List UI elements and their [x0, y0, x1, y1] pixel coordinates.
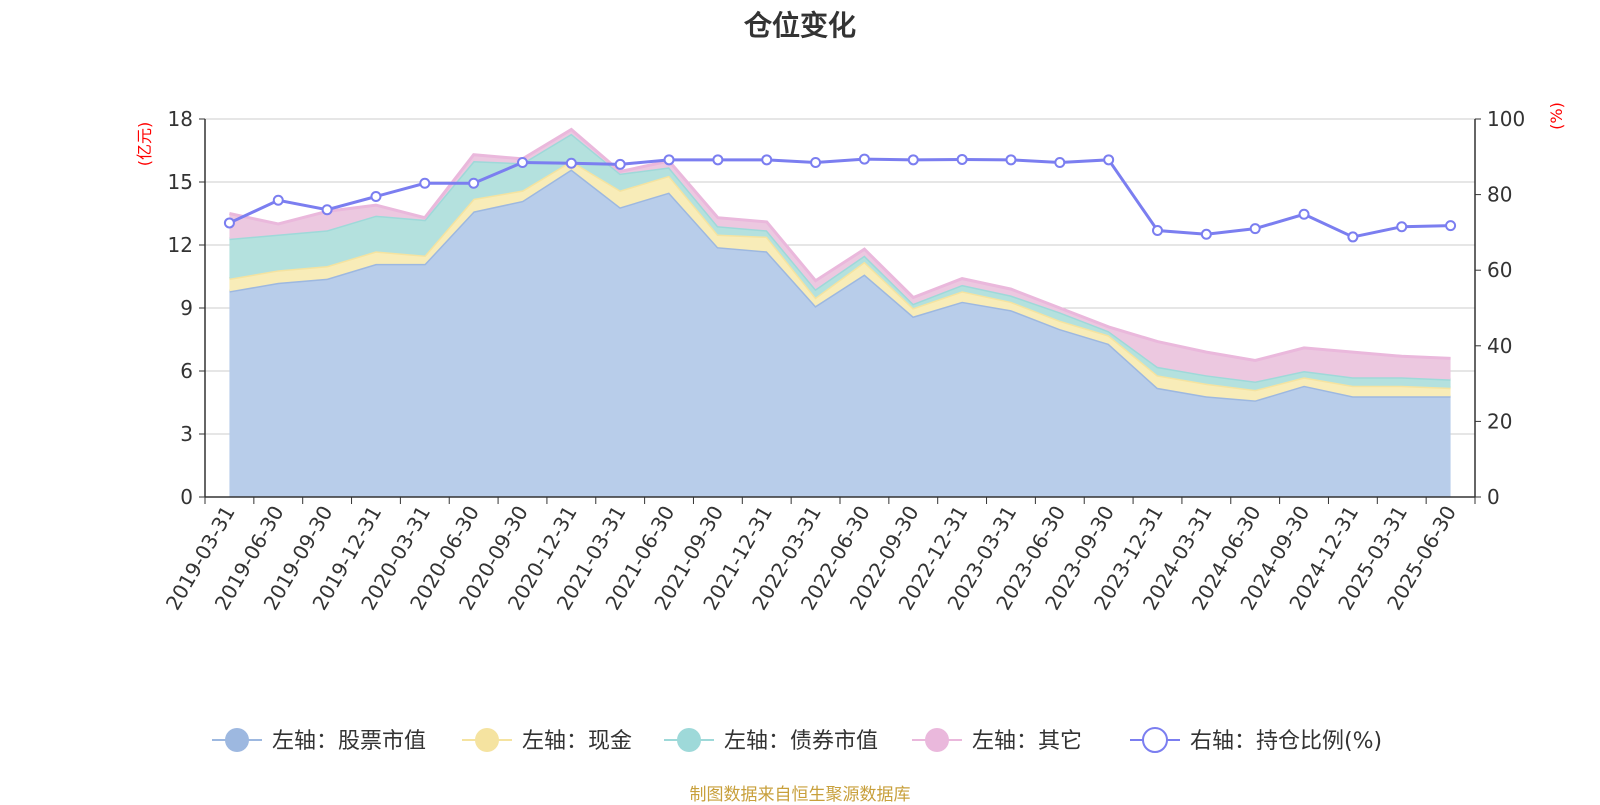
legend-item-4: 左轴：其它	[912, 728, 1082, 754]
right-tick-label: 80	[1487, 183, 1512, 207]
area-edge-series-4	[229, 127, 1451, 363]
left-tick-label: 0	[180, 485, 193, 509]
ratio-point	[761, 154, 773, 166]
ratio-point	[223, 217, 235, 229]
legend-label: 左轴：股票市值	[272, 729, 426, 754]
left-tick-label: 3	[180, 422, 193, 446]
chart-canvas: 03691215180204060801002019-03-312019-06-…	[135, 102, 1566, 754]
ratio-line	[223, 153, 1457, 243]
ratio-point	[1347, 231, 1359, 243]
legend-label: 右轴：持仓比例(%)	[1190, 729, 1382, 754]
left-axis-unit: (亿元)	[135, 122, 154, 167]
ratio-point	[1103, 154, 1115, 166]
ratio-point	[565, 157, 577, 169]
legend-label: 左轴：债券市值	[724, 729, 878, 754]
source-note: 制图数据来自恒生聚源数据库	[689, 785, 911, 805]
legend-marker	[1142, 727, 1168, 753]
legend-item-5: 右轴：持仓比例(%)	[1130, 727, 1382, 754]
ratio-line-path	[228, 157, 1451, 239]
ratio-point	[1054, 156, 1066, 168]
legend-marker	[677, 728, 701, 752]
legend-marker	[225, 728, 249, 752]
ratio-point	[1200, 228, 1212, 240]
ratio-point	[272, 194, 284, 206]
area-series-4	[229, 129, 1451, 382]
legend-label: 左轴：其它	[972, 729, 1082, 754]
ratio-point	[956, 153, 968, 165]
right-tick-label: 40	[1487, 334, 1512, 358]
legend: 左轴：股票市值 左轴：现金 左轴：债券市值 左轴：其它 右轴：持仓比例(%)	[212, 727, 1382, 754]
left-tick-label: 18	[168, 107, 193, 131]
right-tick-label: 0	[1487, 485, 1500, 509]
ratio-point	[1152, 225, 1163, 237]
stacked-areas	[229, 127, 1451, 497]
ratio-point	[419, 177, 431, 189]
legend-label: 左轴：现金	[522, 729, 632, 754]
legend-marker	[925, 728, 949, 752]
area-series-1	[229, 169, 1451, 497]
ratio-point	[1249, 223, 1261, 235]
ratio-point	[614, 158, 626, 170]
left-tick-label: 12	[168, 233, 193, 257]
left-tick-label: 15	[168, 170, 193, 194]
ratio-point	[663, 154, 675, 166]
ratio-point	[1396, 221, 1408, 233]
right-tick-label: 20	[1487, 409, 1512, 433]
ratio-point	[1005, 154, 1017, 166]
left-tick-label: 6	[180, 359, 193, 383]
left-tick-label: 9	[180, 296, 193, 320]
ratio-point	[907, 154, 919, 166]
right-tick-label: 100	[1487, 107, 1525, 131]
ratio-point	[1298, 208, 1310, 220]
ratio-point	[712, 154, 724, 166]
ratio-point	[1445, 220, 1457, 232]
ratio-point	[858, 153, 870, 165]
ratio-point	[321, 204, 333, 216]
ratio-point	[810, 156, 822, 168]
legend-item-2: 左轴：现金	[462, 728, 632, 754]
ratio-point	[517, 156, 528, 168]
legend-item-3: 左轴：债券市值	[664, 728, 878, 754]
ratio-point	[468, 177, 480, 189]
right-tick-label: 60	[1487, 258, 1512, 282]
legend-item-1: 左轴：股票市值	[212, 728, 426, 754]
legend-marker	[475, 728, 499, 752]
chart-title: 仓位变化	[743, 9, 856, 42]
right-axis-unit: (%)	[1547, 102, 1566, 130]
ratio-point	[370, 190, 382, 202]
